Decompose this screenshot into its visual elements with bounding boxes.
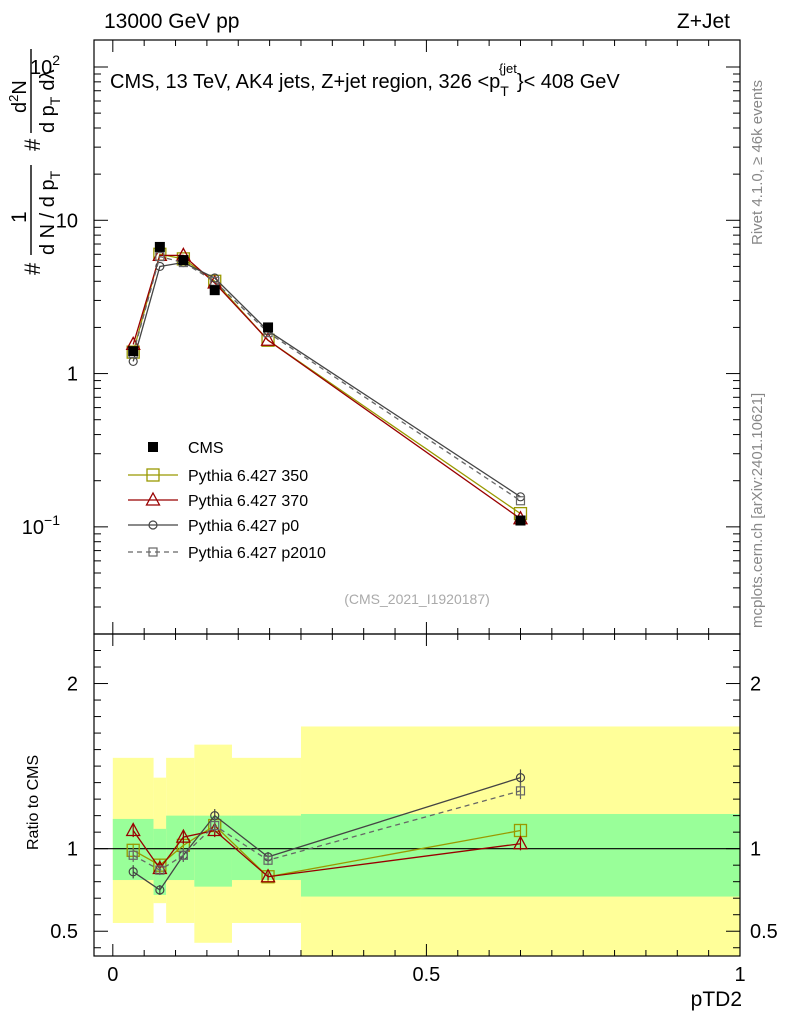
ratio-line-pythia-6-427-p0: [132, 777, 521, 891]
ylabel-T1: T: [47, 170, 63, 179]
ratio-point-pythia-6-427-370-4: [260, 868, 276, 883]
point-cms-3: [209, 285, 220, 296]
ratio-ytick-label-left-0: 2: [67, 674, 78, 696]
line-pythia-6-427-370: [132, 254, 521, 520]
ytick-label-sup-0: 2: [52, 52, 60, 68]
svg-text:d pTdλ: d pTdλ: [37, 70, 63, 134]
legend: CMS Pythia 6.427 350 Pythia 6.427 370 Pythi…: [128, 440, 326, 562]
ratio-ytick-label-left-1: 1: [67, 839, 78, 861]
analysis-id: (CMS_2021_I1920187): [344, 591, 490, 607]
ratio-point-pythia-6-427-p2010-1: [155, 865, 165, 875]
legend-label-3: Pythia 6.427 p0: [188, 518, 299, 535]
point-pythia-6-427-370-4: [260, 331, 276, 346]
ylabel-d: d: [9, 102, 31, 113]
ylabel-sq: 2: [6, 95, 21, 102]
main-title: CMS, 13 TeV, AK4 jets, Z+jet region, 326…: [110, 61, 620, 99]
title-pre: CMS, 13 TeV, AK4 jets, Z+jet region, 326…: [110, 71, 500, 93]
point-cms-0: [128, 346, 139, 357]
ratio-frame: [93, 633, 741, 957]
ytick-label-main-1: 10: [56, 210, 78, 232]
xtick-label-2: 1: [734, 964, 745, 986]
legend-marker-2: [145, 491, 161, 506]
rivet-label: Rivet 4.1.0, ≥ 46k events: [749, 80, 766, 245]
ratio-ytick-label-right-0: 2: [750, 674, 761, 696]
ratio-series-pythia-6-427-p2010: [128, 782, 526, 876]
ylabel-one: 1: [8, 211, 31, 223]
svg-text:d2N: d2N: [6, 80, 31, 113]
ratio-point-pythia-6-427-370-0: [125, 822, 141, 837]
ratio-ylabel: Ratio to CMS: [25, 755, 42, 850]
point-pythia-6-427-p2010-5: [515, 496, 526, 506]
ratio-point-pythia-6-427-p2010-4: [263, 855, 273, 865]
ratio-point-pythia-6-427-370-2: [175, 828, 191, 843]
ratio-point-pythia-6-427-p2010-3: [210, 820, 220, 831]
main-plot-area: [125, 241, 529, 526]
ylabel-N: N: [9, 80, 31, 94]
ratio-line-pythia-6-427-370: [132, 829, 521, 878]
point-cms-4: [263, 322, 274, 333]
ratio-point-pythia-6-427-p0-5: [515, 773, 526, 783]
series-cms: [128, 241, 526, 526]
ratio-ytick-label-right-1: 1: [750, 839, 761, 861]
band-inner-4: [231, 815, 301, 881]
ytick-label-base-0: 10: [30, 57, 52, 79]
svg-text:#: #: [20, 138, 45, 151]
ylabel-T2: T: [47, 96, 63, 105]
legend-label-2: Pythia 6.427 370: [188, 493, 308, 510]
point-cms-1: [154, 241, 165, 252]
svg-text:1: 1: [8, 211, 31, 223]
legend-label-0: CMS: [188, 440, 224, 457]
ratio-plot-area: [125, 769, 529, 895]
xtick-label-0: 0: [107, 964, 118, 986]
title-post: }< 408 GeV: [517, 71, 621, 93]
ratio-point-pythia-6-427-p2010-5: [515, 786, 526, 796]
line-pythia-6-427-p0: [132, 261, 521, 498]
legend-marker-0: [148, 442, 158, 452]
ratio-point-pythia-6-427-p0-1: [155, 885, 165, 895]
header-left: 13000 GeV pp: [104, 10, 239, 33]
ratio-ytick-label-left-2: 0.5: [50, 921, 78, 943]
main-ylabel: # 1 d N / d pT # d2N d pTdλ: [6, 49, 63, 275]
header-right: Z+Jet: [677, 10, 730, 33]
ytick-label-base-2: 1: [67, 364, 78, 386]
xtick-label-1: 0.5: [413, 964, 441, 986]
legend-marker-4: [148, 547, 158, 557]
point-cms-5: [515, 515, 526, 526]
ratio-line-pythia-6-427-p2010: [132, 790, 521, 871]
ytick-label-sup-3: −1: [44, 512, 60, 528]
ylabel-dlambda: dλ: [37, 70, 59, 91]
point-pythia-6-427-p0-1: [155, 261, 165, 272]
ratio-point-pythia-6-427-p0-0: [128, 867, 138, 877]
title-sub: T: [500, 83, 509, 99]
legend-marker-1: [146, 468, 160, 482]
ratio-xlabel: pTD2: [691, 988, 742, 1011]
ratio-point-pythia-6-427-370-5: [512, 835, 529, 850]
ylabel-dpT: d p: [37, 105, 59, 133]
ylabel-hash1: #: [20, 262, 45, 275]
ylabel-denom: d N / d p: [37, 179, 59, 255]
ratio-ytick-label-right-2: 0.5: [750, 921, 778, 943]
legend-marker-3: [148, 520, 158, 530]
line-pythia-6-427-p2010: [132, 255, 521, 502]
svg-text:#: #: [20, 262, 45, 275]
ylabel-hash2: #: [20, 138, 45, 151]
title-sup: {jet: [499, 61, 517, 76]
ytick-label-main-0: 102: [30, 52, 60, 79]
ytick-label-base-3: 10: [22, 517, 44, 539]
ytick-label-main-3: 10−1: [22, 512, 60, 539]
series-pythia-6-427-p2010: [128, 251, 526, 506]
mcplots-label: mcplots.cern.ch [arXiv:2401.10621]: [749, 393, 766, 628]
ratio-point-pythia-6-427-p2010-2: [178, 850, 188, 860]
legend-label-4: Pythia 6.427 p2010: [188, 545, 326, 562]
ytick-label-main-2: 1: [67, 364, 78, 386]
legend-label-1: Pythia 6.427 350: [188, 468, 308, 485]
ytick-label-base-1: 10: [56, 210, 78, 232]
svg-text:d N / d pT: d N / d pT: [37, 170, 63, 255]
point-cms-2: [178, 255, 189, 266]
series-pythia-6-427-370: [125, 247, 529, 525]
ratio-point-pythia-6-427-p2010-0: [128, 850, 138, 860]
point-pythia-6-427-p2010-1: [155, 251, 165, 262]
